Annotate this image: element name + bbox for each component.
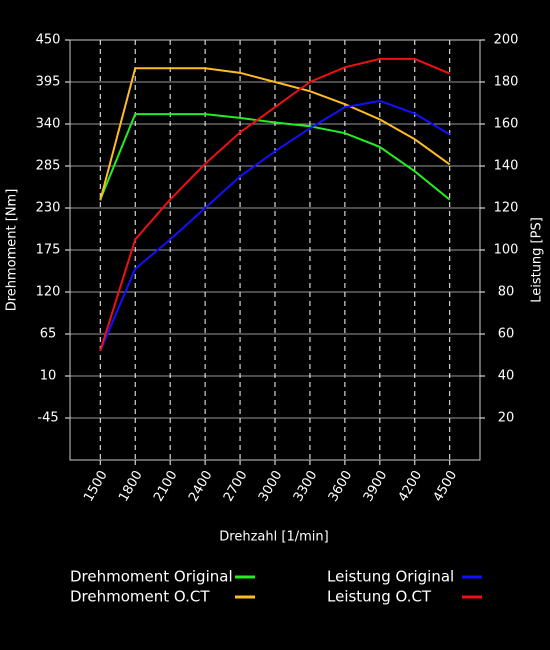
plot-frame: [69, 39, 481, 461]
series-line: [99, 99, 451, 352]
y-axis-label: Drehmoment [Nm]: [5, 189, 20, 312]
y-tick-label: 230: [36, 201, 61, 216]
legend-label: Drehmoment O.CT: [70, 588, 210, 606]
y-tick-label: 10: [40, 369, 57, 384]
series-line: [99, 57, 451, 352]
y-tick-label: 120: [36, 285, 61, 300]
y2-tick-label: 80: [498, 285, 515, 300]
y2-tick-label: 40: [498, 369, 515, 384]
y2-tick-label: 60: [498, 327, 515, 342]
legend-label: Leistung Original: [327, 568, 454, 586]
y-tick-label: 395: [36, 75, 61, 90]
y-tick-label: -45: [37, 411, 58, 426]
y2-axis-label: Leistung [PS]: [530, 217, 545, 303]
y2-tick-label: 120: [494, 201, 519, 216]
y2-tick-label: 160: [494, 117, 519, 132]
y2-tick-label: 100: [494, 243, 519, 258]
series-line: [99, 113, 451, 201]
x-axis-label: Drehzahl [1/min]: [219, 530, 328, 545]
y2-tick-label: 180: [494, 75, 519, 90]
legend-label: Leistung O.CT: [327, 588, 432, 606]
legend-label: Drehmoment Original: [70, 568, 233, 586]
y-tick-label: 285: [36, 159, 61, 174]
y2-tick-label: 140: [494, 159, 519, 174]
y-tick-label: 450: [36, 33, 61, 48]
y2-tick-label: 20: [498, 411, 515, 426]
y2-tick-label: 200: [494, 33, 519, 48]
y-tick-label: 340: [36, 117, 61, 132]
series-line: [99, 67, 451, 201]
y-tick-label: 65: [40, 327, 57, 342]
y-tick-label: 175: [36, 243, 61, 258]
